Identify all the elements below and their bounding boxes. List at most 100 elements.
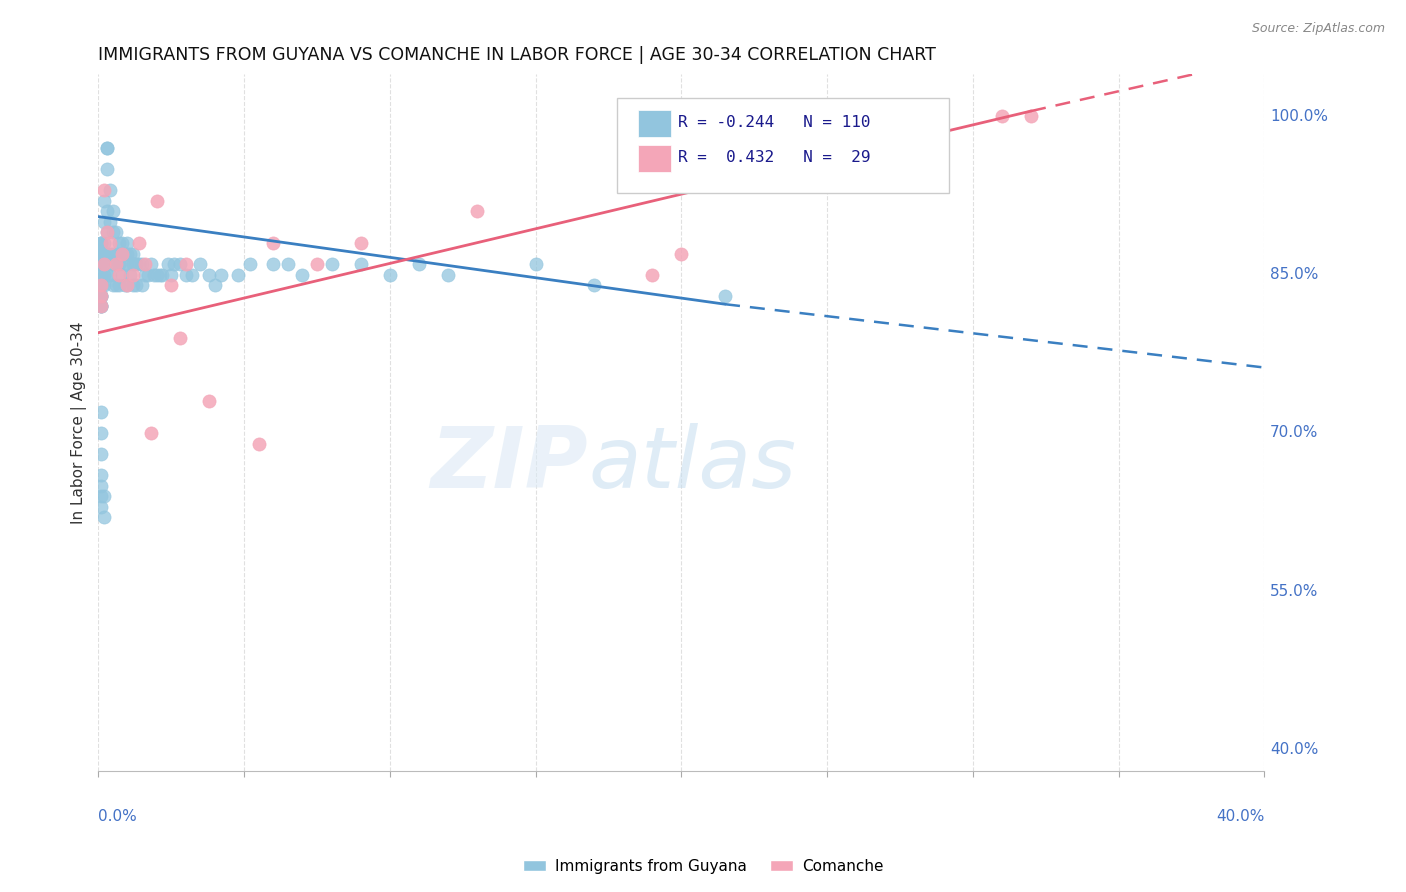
Point [96, 246, 118, 260]
Point [239, 257, 262, 271]
Point [96, 162, 118, 177]
Text: 55.0%: 55.0% [1270, 583, 1319, 599]
Point [90, 405, 112, 419]
Point [198, 268, 221, 282]
Text: 70.0%: 70.0% [1270, 425, 1319, 441]
Point [641, 268, 664, 282]
Point [114, 257, 136, 271]
Point [157, 257, 180, 271]
Point [198, 394, 221, 409]
Point [98, 215, 121, 229]
Point [524, 257, 547, 271]
Point [128, 257, 150, 271]
Point [93, 257, 115, 271]
Point [226, 268, 249, 282]
Point [122, 268, 145, 282]
Point [107, 278, 129, 293]
Point [90, 289, 112, 303]
Legend: Immigrants from Guyana, Comanche: Immigrants from Guyana, Comanche [516, 853, 890, 880]
Text: ZIP: ZIP [430, 423, 588, 506]
Point [96, 204, 118, 219]
Point [90, 257, 112, 271]
Text: R =  0.432   N =  29: R = 0.432 N = 29 [678, 150, 870, 165]
Point [169, 257, 191, 271]
Point [98, 246, 121, 260]
Point [111, 235, 134, 250]
Point [104, 257, 127, 271]
Text: IMMIGRANTS FROM GUYANA VS COMANCHE IN LABOR FORCE | AGE 30-34 CORRELATION CHART: IMMIGRANTS FROM GUYANA VS COMANCHE IN LA… [98, 46, 936, 64]
Point [408, 257, 430, 271]
Point [120, 246, 142, 260]
Point [378, 268, 401, 282]
Point [101, 278, 124, 293]
Point [90, 268, 112, 282]
Point [465, 204, 488, 219]
Point [101, 226, 124, 240]
Point [160, 278, 183, 293]
Point [90, 479, 112, 493]
Point [96, 226, 118, 240]
Point [991, 109, 1014, 123]
Point [139, 425, 162, 440]
Point [1019, 109, 1042, 123]
Point [131, 278, 153, 293]
Point [117, 278, 139, 293]
Point [671, 246, 693, 260]
Point [131, 257, 153, 271]
Point [125, 278, 148, 293]
Point [93, 215, 115, 229]
Text: 0.0%: 0.0% [98, 809, 138, 824]
Point [93, 489, 115, 503]
Point [277, 257, 299, 271]
Point [93, 510, 115, 524]
Point [90, 468, 112, 483]
Point [101, 204, 124, 219]
Point [90, 235, 112, 250]
Point [93, 268, 115, 282]
Point [152, 268, 174, 282]
Point [90, 299, 112, 313]
Y-axis label: In Labor Force | Age 30-34: In Labor Force | Age 30-34 [72, 321, 87, 524]
Point [93, 246, 115, 260]
Point [111, 246, 134, 260]
Point [117, 235, 139, 250]
Point [107, 246, 129, 260]
Point [148, 268, 170, 282]
Point [117, 246, 139, 260]
Point [145, 194, 167, 208]
Point [134, 257, 156, 271]
Point [90, 257, 112, 271]
Point [90, 268, 112, 282]
Point [96, 268, 118, 282]
Point [139, 257, 162, 271]
Point [98, 183, 121, 197]
Point [90, 489, 112, 503]
Point [90, 500, 112, 514]
Point [90, 299, 112, 313]
Point [90, 289, 112, 303]
Point [90, 246, 112, 260]
Point [90, 299, 112, 313]
Point [136, 268, 159, 282]
Point [104, 257, 127, 271]
Point [160, 268, 183, 282]
Text: 40.0%: 40.0% [1270, 742, 1319, 757]
Point [190, 257, 212, 271]
Point [90, 289, 112, 303]
Point [582, 278, 605, 293]
Point [291, 268, 314, 282]
Point [114, 278, 136, 293]
Point [111, 268, 134, 282]
Point [104, 226, 127, 240]
Point [104, 246, 127, 260]
Point [107, 235, 129, 250]
Point [247, 436, 270, 450]
Point [93, 235, 115, 250]
Point [174, 268, 197, 282]
Point [96, 226, 118, 240]
Point [96, 141, 118, 155]
Point [120, 268, 142, 282]
Point [90, 246, 112, 260]
Point [90, 235, 112, 250]
Point [262, 257, 284, 271]
